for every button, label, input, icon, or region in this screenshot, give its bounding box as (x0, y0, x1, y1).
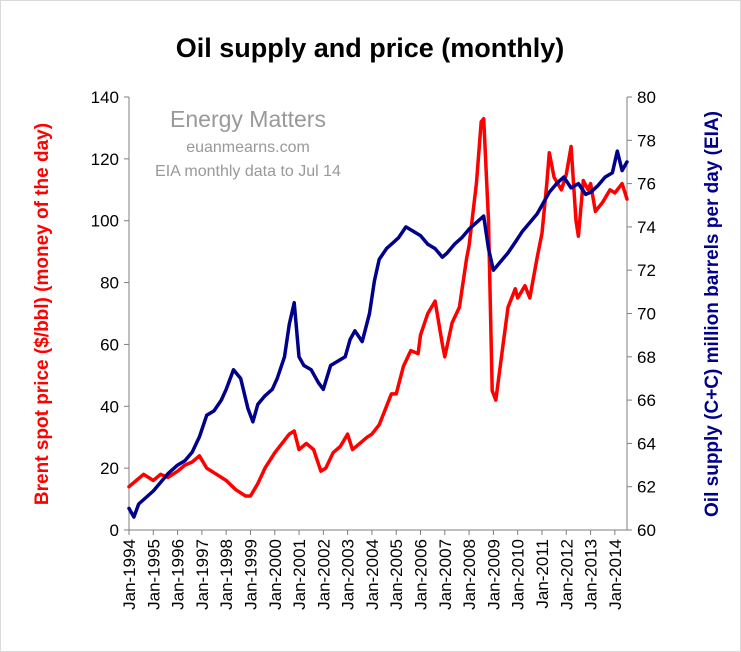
x-tick-label: Jan-2007 (436, 539, 455, 610)
x-tick-label: Jan-2005 (387, 539, 406, 610)
brent-price-line (127, 116, 629, 498)
x-tick-label: Jan-1997 (193, 539, 212, 610)
x-tick-label: Jan-1999 (241, 539, 260, 610)
y-right-tick-label: 62 (637, 478, 656, 497)
x-tick-label: Jan-2004 (363, 539, 382, 610)
axes-layer: 0 20 40 60 80 100 120 140 60 62 64 66 68 70 72 74 76 78 80… (91, 88, 656, 610)
y-left-tick-label: 20 (100, 459, 119, 478)
x-tick-label: Jan-2014 (606, 539, 625, 610)
x-tick-label: Jan-2000 (266, 539, 285, 610)
x-tick-label: Jan-2012 (557, 539, 576, 610)
y-right-tick-label: 64 (637, 434, 656, 453)
x-tick-label: Jan-2001 (290, 539, 309, 610)
y-right-tick-label: 78 (637, 131, 656, 150)
x-tick-label: Jan-1996 (169, 539, 188, 610)
x-tick-label: Jan-1995 (144, 539, 163, 610)
x-tick-label: Jan-2008 (460, 539, 479, 610)
annotation-brand: Energy Matters (170, 106, 326, 132)
y-right-tick-label: 72 (637, 261, 656, 280)
x-tick-label: Jan-2003 (339, 539, 358, 610)
y-right-tick-label: 70 (637, 305, 656, 324)
x-tick-label: Jan-2006 (412, 539, 431, 610)
y-left-tick-label: 60 (100, 335, 119, 354)
y-right-tick-label: 74 (637, 218, 656, 237)
x-tick-label: Jan-2002 (314, 539, 333, 610)
x-tick-label: Jan-1998 (217, 539, 236, 610)
y-right-tick-label: 80 (637, 88, 656, 107)
x-tick-label: Jan-2010 (509, 539, 528, 610)
x-tick-label: Jan-1994 (120, 539, 139, 610)
annotation-source: EIA monthly data to Jul 14 (155, 163, 341, 180)
chart-title: Oil supply and price (monthly) (176, 33, 565, 63)
oil-supply-line (127, 149, 629, 519)
y-left-tick-label: 120 (91, 150, 119, 169)
x-tick-label: Jan-2013 (582, 539, 601, 610)
y-left-tick-label: 100 (91, 212, 119, 231)
series-layer (127, 116, 629, 519)
y-left-tick-label: 0 (110, 521, 119, 540)
y-right-tick-label: 66 (637, 391, 656, 410)
x-tick-label: Jan-2009 (484, 539, 503, 610)
y-right-tick-label: 60 (637, 521, 656, 540)
y-right-tick-label: 68 (637, 348, 656, 367)
y-left-tick-label: 40 (100, 397, 119, 416)
y-right-tick-label: 76 (637, 175, 656, 194)
x-tick-label: Jan-2011 (533, 539, 552, 609)
annotation-website: euanmearns.com (186, 139, 310, 156)
y-axis-right-label: Oil supply (C+C) million barrels per day… (702, 111, 723, 517)
y-left-tick-label: 80 (100, 274, 119, 293)
y-axis-left-label: Brent spot price ($/bbl) (money of the d… (32, 123, 53, 505)
y-left-tick-label: 140 (91, 88, 119, 107)
